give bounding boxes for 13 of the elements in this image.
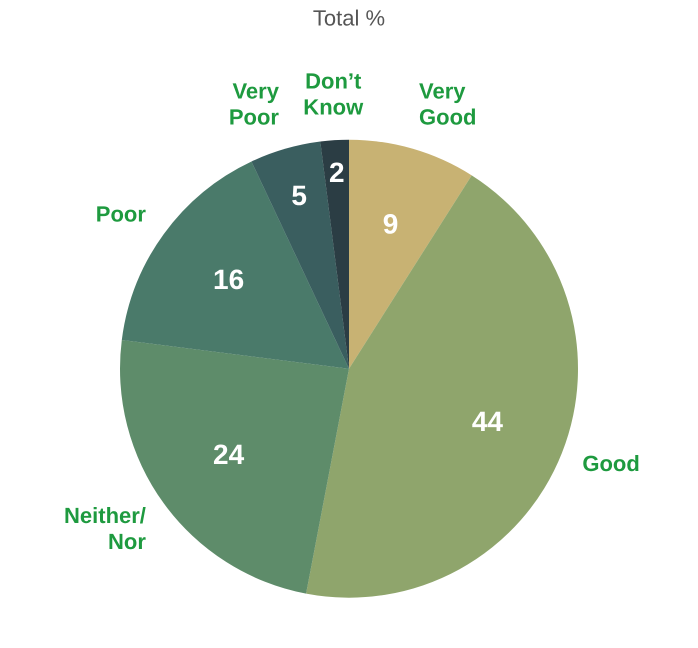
data-label: 16 [213, 264, 244, 295]
slice-label: Poor [96, 201, 146, 226]
slice-label: Neither/Nor [64, 502, 146, 554]
slice-label: Very Poor [228, 78, 280, 130]
slice-label: Very Good [419, 78, 476, 130]
chart-title: Total % [312, 5, 386, 30]
slice-label: Good [582, 450, 640, 476]
data-label: 2 [328, 157, 345, 188]
data-label: 44 [472, 406, 504, 438]
data-label: 5 [291, 180, 307, 211]
data-label: 24 [213, 438, 245, 470]
data-label: 9 [382, 208, 398, 240]
slice-label: Don’t Know [303, 68, 364, 120]
